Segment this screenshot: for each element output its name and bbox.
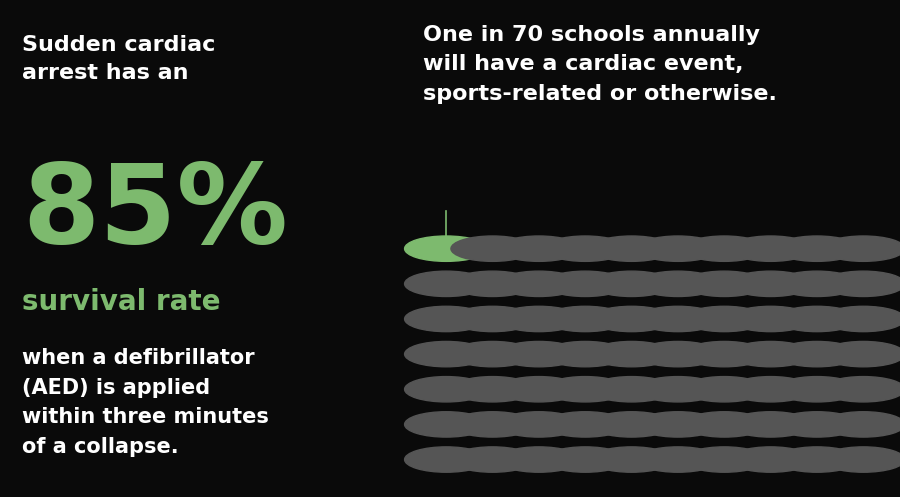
- Ellipse shape: [544, 341, 626, 367]
- Ellipse shape: [636, 447, 719, 472]
- Ellipse shape: [636, 377, 719, 402]
- Ellipse shape: [498, 341, 580, 367]
- Ellipse shape: [405, 341, 488, 367]
- Ellipse shape: [451, 447, 534, 472]
- Ellipse shape: [636, 412, 719, 437]
- Ellipse shape: [822, 341, 900, 367]
- Ellipse shape: [451, 271, 534, 297]
- Ellipse shape: [498, 412, 580, 437]
- Ellipse shape: [683, 306, 766, 331]
- Ellipse shape: [590, 447, 673, 472]
- Ellipse shape: [776, 412, 859, 437]
- Ellipse shape: [683, 377, 766, 402]
- Ellipse shape: [776, 271, 859, 297]
- Ellipse shape: [544, 306, 626, 331]
- Ellipse shape: [544, 377, 626, 402]
- Ellipse shape: [544, 447, 626, 472]
- Ellipse shape: [729, 447, 812, 472]
- Ellipse shape: [590, 306, 673, 331]
- Ellipse shape: [776, 377, 859, 402]
- Ellipse shape: [636, 271, 719, 297]
- Ellipse shape: [405, 306, 488, 331]
- Ellipse shape: [405, 447, 488, 472]
- Ellipse shape: [451, 236, 534, 261]
- Ellipse shape: [590, 341, 673, 367]
- Ellipse shape: [498, 447, 580, 472]
- Text: Sudden cardiac
arrest has an: Sudden cardiac arrest has an: [22, 35, 216, 83]
- Ellipse shape: [636, 306, 719, 331]
- Ellipse shape: [590, 377, 673, 402]
- Ellipse shape: [729, 271, 812, 297]
- Ellipse shape: [405, 412, 488, 437]
- Ellipse shape: [451, 306, 534, 331]
- Ellipse shape: [544, 271, 626, 297]
- Ellipse shape: [729, 306, 812, 331]
- Ellipse shape: [683, 236, 766, 261]
- Ellipse shape: [822, 306, 900, 331]
- Ellipse shape: [498, 271, 580, 297]
- Ellipse shape: [822, 236, 900, 261]
- Ellipse shape: [822, 412, 900, 437]
- Ellipse shape: [498, 306, 580, 331]
- Ellipse shape: [405, 377, 488, 402]
- Ellipse shape: [729, 236, 812, 261]
- Ellipse shape: [776, 341, 859, 367]
- Ellipse shape: [683, 447, 766, 472]
- Ellipse shape: [451, 341, 534, 367]
- Ellipse shape: [636, 341, 719, 367]
- Ellipse shape: [822, 447, 900, 472]
- Ellipse shape: [683, 412, 766, 437]
- Ellipse shape: [405, 271, 488, 297]
- Text: One in 70 schools annually
will have a cardiac event,
sports-related or otherwis: One in 70 schools annually will have a c…: [423, 25, 777, 104]
- Text: survival rate: survival rate: [22, 288, 221, 316]
- Ellipse shape: [590, 236, 673, 261]
- Ellipse shape: [590, 271, 673, 297]
- Ellipse shape: [776, 236, 859, 261]
- Ellipse shape: [822, 377, 900, 402]
- Ellipse shape: [544, 412, 626, 437]
- Ellipse shape: [683, 341, 766, 367]
- Ellipse shape: [729, 412, 812, 437]
- Text: 85%: 85%: [22, 159, 288, 266]
- Ellipse shape: [683, 271, 766, 297]
- Ellipse shape: [729, 377, 812, 402]
- Ellipse shape: [544, 236, 626, 261]
- Ellipse shape: [451, 412, 534, 437]
- Ellipse shape: [451, 377, 534, 402]
- Ellipse shape: [405, 236, 488, 261]
- Ellipse shape: [498, 377, 580, 402]
- Ellipse shape: [590, 412, 673, 437]
- Ellipse shape: [776, 447, 859, 472]
- Ellipse shape: [776, 306, 859, 331]
- Ellipse shape: [822, 271, 900, 297]
- Text: when a defibrillator
(AED) is applied
within three minutes
of a collapse.: when a defibrillator (AED) is applied wi…: [22, 348, 269, 457]
- Ellipse shape: [498, 236, 580, 261]
- Ellipse shape: [729, 341, 812, 367]
- Ellipse shape: [636, 236, 719, 261]
